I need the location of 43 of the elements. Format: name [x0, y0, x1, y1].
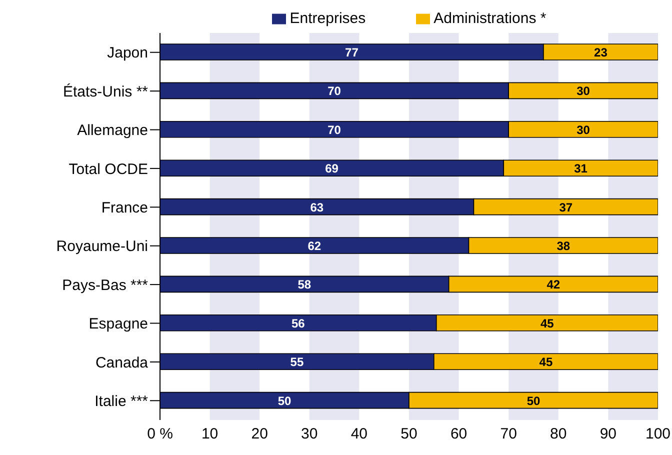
data-label: 37 — [559, 200, 573, 214]
data-label: 62 — [308, 239, 322, 253]
data-label: 23 — [594, 46, 608, 60]
x-tick-label: 10 — [201, 426, 218, 443]
y-tick-label: Allemagne — [77, 122, 148, 140]
y-tick-label: Italie *** — [94, 392, 148, 410]
data-label: 58 — [298, 278, 312, 292]
y-tick-label: Royaume-Uni — [56, 238, 148, 256]
legend-label: Entreprises — [290, 10, 366, 27]
data-label: 50 — [278, 394, 292, 408]
x-tick-label: 80 — [550, 426, 567, 443]
data-label: 42 — [546, 278, 560, 292]
data-label: 70 — [328, 122, 342, 137]
data-label: 30 — [576, 122, 590, 137]
data-label: 69 — [325, 162, 339, 176]
x-tick-label: 100 — [645, 426, 671, 443]
x-tick-label: 30 — [301, 426, 318, 443]
x-tick-label: 70 — [500, 426, 517, 443]
y-tick-label: Canada — [95, 354, 149, 372]
data-label: 70 — [328, 84, 342, 98]
y-tick-label: Japon — [107, 44, 148, 62]
x-tick-label: 0 % — [147, 426, 173, 443]
data-label: 50 — [526, 394, 540, 408]
data-label: 77 — [345, 46, 359, 60]
y-tick-label: États-Unis ** — [62, 82, 148, 100]
x-tick-label: 90 — [600, 426, 617, 443]
data-label: 55 — [290, 355, 304, 370]
x-tick-label: 20 — [251, 426, 268, 443]
data-label: 45 — [540, 316, 554, 330]
legend-label: Administrations * — [434, 10, 546, 27]
data-label: 56 — [292, 316, 306, 330]
data-label: 45 — [539, 355, 553, 370]
x-tick-label: 40 — [350, 426, 368, 443]
y-tick-label: Pays-Bas *** — [62, 276, 148, 294]
x-tick-label: 50 — [400, 426, 418, 443]
data-label: 31 — [574, 162, 588, 176]
data-label: 38 — [556, 239, 570, 253]
data-label: 63 — [310, 200, 324, 214]
data-label: 30 — [576, 84, 590, 98]
x-tick-label: 60 — [450, 426, 468, 443]
y-tick-label: Total OCDE — [68, 160, 148, 178]
y-tick-label: France — [101, 199, 148, 216]
y-tick-label: Espagne — [88, 316, 148, 333]
